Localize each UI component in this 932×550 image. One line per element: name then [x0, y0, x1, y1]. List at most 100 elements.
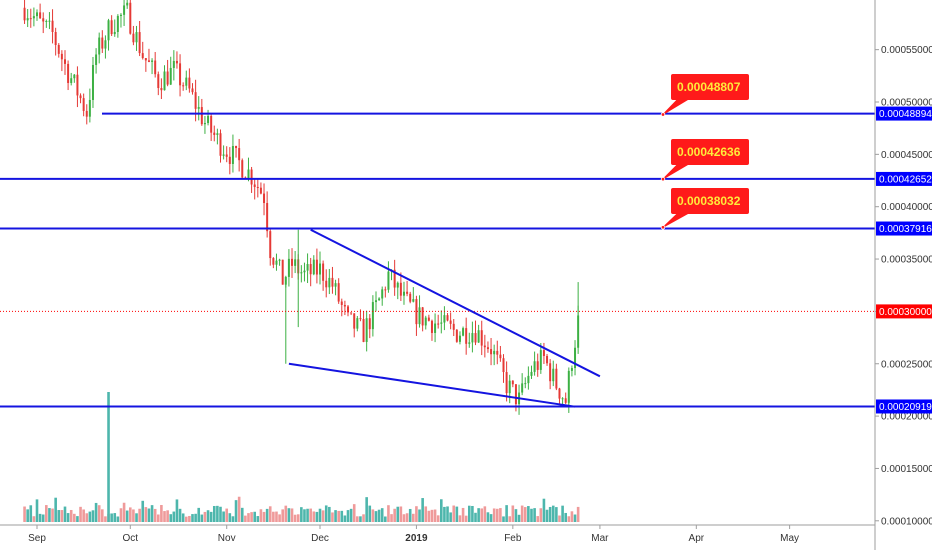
candle [266, 191, 269, 238]
volume-bar [461, 507, 465, 522]
candle-body [253, 184, 256, 187]
candle [119, 13, 122, 28]
candle [430, 319, 433, 341]
price-callout[interactable]: 0.00038032 [660, 188, 749, 230]
time-tick-label: May [780, 533, 799, 544]
volume-bar [536, 516, 540, 522]
candle-body [300, 272, 303, 274]
volume-bar [129, 507, 132, 522]
candle-layer [23, 0, 580, 415]
candle [113, 19, 116, 37]
candle-body [359, 318, 362, 320]
price-tick-label: 0.00050000 [881, 98, 932, 109]
candle [508, 374, 511, 404]
candle-body [371, 302, 374, 330]
candle [570, 365, 573, 377]
candle [256, 178, 259, 198]
candle-body [57, 45, 60, 54]
volume-bar [346, 510, 350, 522]
price-callout[interactable]: 0.00048807 [660, 74, 749, 117]
volume-bar [312, 511, 316, 522]
candle [331, 266, 334, 294]
candle [29, 8, 32, 28]
time-tick-label: Feb [504, 533, 522, 544]
volume-bar [309, 508, 312, 522]
candle [88, 88, 91, 123]
candle-body [381, 289, 384, 299]
candle [200, 98, 203, 126]
candle-body [172, 60, 175, 68]
candle-body [32, 16, 35, 19]
volume-bar [278, 514, 281, 522]
volume-bar [206, 510, 210, 522]
volume-bar [505, 505, 508, 522]
candle [157, 71, 160, 96]
volume-bar [69, 509, 73, 522]
candle-body [29, 18, 32, 20]
volume-bar [368, 505, 372, 522]
volume-bar [247, 513, 250, 522]
volume-bar [359, 516, 362, 522]
candle-body [365, 318, 368, 342]
candle [272, 257, 275, 269]
candle-body [399, 282, 402, 296]
time-tick-label: Mar [591, 533, 609, 544]
candle [219, 129, 222, 163]
volume-bar [35, 499, 39, 522]
volume-bar [514, 509, 518, 522]
volume-bar [262, 511, 266, 522]
price-axis-level-tag: 0.00042652 [876, 171, 932, 186]
candle-body [231, 146, 234, 164]
volume-bar [424, 506, 428, 522]
time-tick-label: Dec [311, 533, 329, 544]
volume-bar [290, 508, 294, 522]
candle [424, 315, 427, 330]
volume-bar [443, 506, 446, 522]
candle [175, 51, 178, 69]
candle [107, 18, 110, 51]
volume-bar [539, 508, 543, 522]
candle-body [188, 77, 191, 89]
candle [263, 183, 266, 216]
candle [54, 27, 57, 56]
volume-bar [495, 508, 499, 522]
trendlines [288, 228, 601, 408]
trendline-upper[interactable] [310, 228, 601, 378]
candle-body [374, 300, 377, 303]
price-callout[interactable]: 0.00042636 [660, 139, 749, 182]
volume-bar [436, 515, 440, 522]
trendline-lower[interactable] [288, 362, 576, 408]
candle [477, 324, 480, 343]
candle-body [266, 203, 269, 232]
candle [160, 78, 163, 100]
candle-body [521, 383, 524, 393]
volume-bar [533, 508, 536, 522]
price-tick-label: 0.00045000 [881, 150, 932, 161]
volume-bar [530, 508, 533, 522]
volume-bar [492, 508, 496, 522]
volume-bar [303, 509, 306, 522]
volume-bar [197, 507, 201, 522]
time-axis[interactable]: Sep Oct Nov Dec 2019 Feb Mar Apr May [28, 525, 799, 544]
volume-bar [32, 516, 36, 522]
candle [567, 367, 570, 407]
candle-body [213, 132, 216, 135]
candle-body [235, 146, 238, 149]
candle-body [533, 361, 536, 372]
current-price-tag: 0.00030000 [876, 304, 932, 319]
candle-body [309, 264, 312, 275]
candle-body [306, 264, 309, 271]
volume-bar [135, 513, 138, 522]
candle [378, 297, 381, 301]
price-tick-label: 0.00040000 [881, 202, 932, 213]
candle-body [577, 315, 580, 348]
candle [449, 312, 452, 330]
candle-body [331, 277, 334, 287]
candle [182, 82, 185, 91]
candle [328, 268, 331, 295]
volume-bar [570, 511, 574, 522]
candle [306, 253, 309, 284]
volume-bar [113, 513, 117, 522]
candle [499, 345, 502, 362]
volume-bar [421, 498, 424, 522]
